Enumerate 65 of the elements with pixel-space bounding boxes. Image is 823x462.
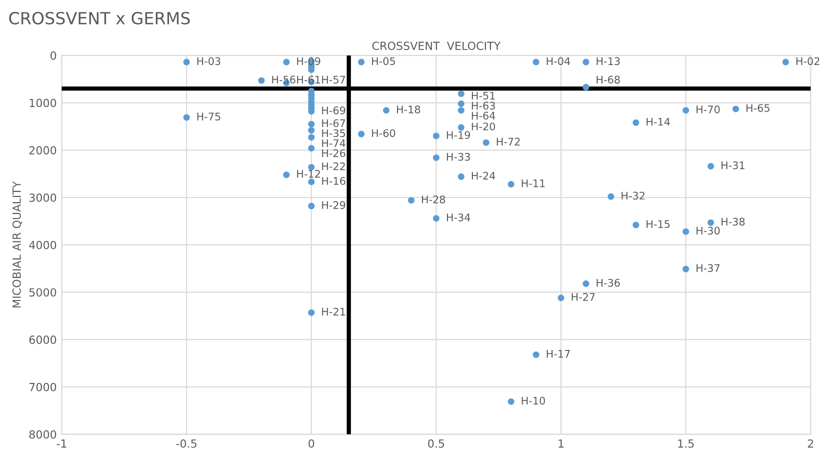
annotation: H-60 (372, 129, 396, 138)
x-tick-label: 2 (808, 439, 814, 448)
x-tick-label: 1 (558, 439, 564, 448)
annotation: H-38 (722, 218, 745, 226)
annotation: H-21 (322, 308, 345, 316)
annotation: H-33 (446, 152, 470, 161)
annotation: H-56 (272, 76, 296, 84)
annotation: H-15 (646, 220, 670, 228)
annotation: H-26 (322, 149, 346, 158)
annotation: H-24 (472, 172, 496, 180)
annotation: H-69 (322, 106, 346, 114)
x-tick-label: 0.5 (428, 439, 444, 448)
annotation: H-18 (397, 106, 420, 114)
y-tick-label: 2000 (29, 146, 56, 155)
y-tick-label: 4000 (29, 240, 56, 250)
annotation: H-04 (546, 57, 570, 66)
annotation: H-22 (322, 162, 345, 170)
x-axis-title: CROSSVENT VELOCITY (372, 42, 501, 50)
x-tick-label: -1 (56, 439, 66, 448)
annotation: H-10 (522, 396, 545, 405)
annotation: H-68 (596, 76, 620, 84)
y-tick-label: 3000 (29, 193, 56, 202)
annotation: H-27 (572, 293, 595, 301)
annotation: H-05 (372, 57, 395, 66)
annotation: H-65 (746, 104, 770, 112)
annotation: H-29 (322, 201, 346, 210)
annotation: H-63 (472, 102, 495, 110)
y-tick-label: 5000 (29, 288, 56, 297)
annotation: H-03 (197, 57, 220, 66)
annotation: H-70 (696, 106, 720, 114)
annotation: H-35 (322, 129, 346, 138)
annotation: H-31 (722, 161, 744, 170)
annotation: H-13 (596, 57, 620, 66)
annotation: H-14 (646, 118, 670, 126)
annotation: H-57 (322, 76, 346, 84)
annotation: H-30 (696, 226, 720, 235)
annotation: H-51 (472, 92, 495, 100)
y-tick-label: 6000 (29, 336, 56, 344)
annotation: H-74 (322, 139, 346, 147)
annotation: H-16 (322, 177, 346, 185)
annotation: H-37 (696, 264, 720, 272)
x-tick-label: 1.5 (678, 439, 694, 448)
annotation: H-75 (197, 112, 220, 120)
annotation: H-61 (297, 76, 320, 84)
chart-title: CROSSVENT x GERMS (9, 12, 190, 24)
y-axis-title: MICOBIAL AIR QUALITY (12, 181, 22, 308)
y-tick-label: 1000 (30, 98, 56, 108)
annotation: H-72 (496, 138, 520, 146)
annotation: H-64 (472, 112, 496, 120)
annotation: H-34 (446, 213, 470, 222)
y-tick-label: 8000 (29, 430, 56, 439)
y-tick-label: 0 (50, 51, 56, 60)
annotation: H-28 (422, 195, 446, 204)
annotation: H-67 (322, 119, 346, 128)
annotation: H-17 (546, 350, 570, 358)
annotation: H-20 (472, 122, 496, 130)
annotation: H-12 (297, 170, 320, 178)
annotation: H-32 (622, 192, 644, 200)
x-tick-label: -0.5 (176, 439, 196, 448)
y-tick-label: 7000 (30, 382, 56, 392)
annotation: H-36 (596, 278, 620, 287)
annotation: H-11 (522, 180, 545, 188)
annotation: H-19 (446, 131, 470, 139)
annotation: H-02 (796, 57, 820, 66)
x-tick-label: 0 (308, 439, 314, 448)
